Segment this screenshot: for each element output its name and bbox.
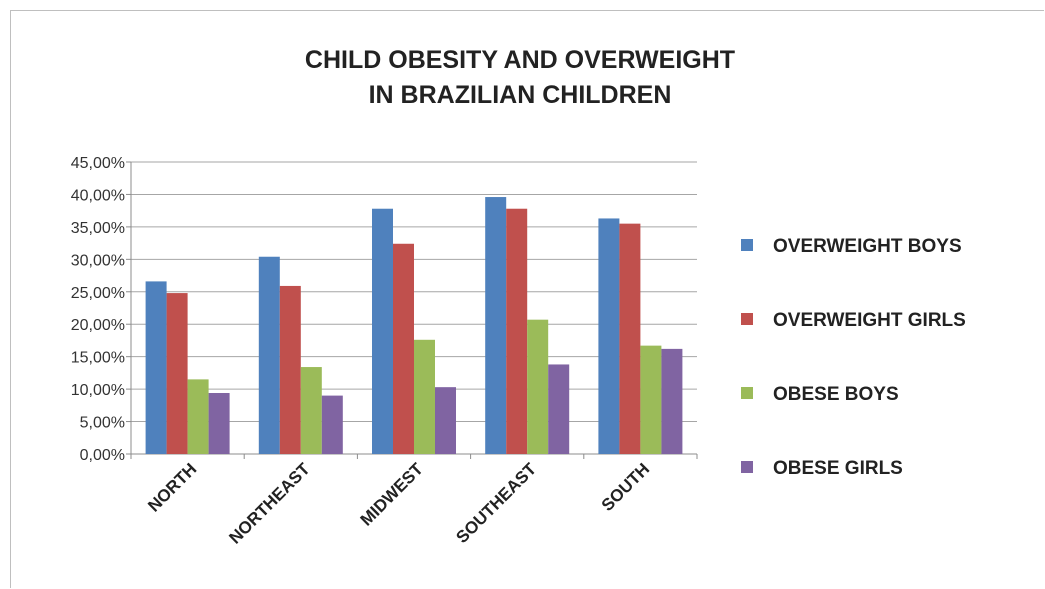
legend-swatch bbox=[741, 313, 753, 325]
bar bbox=[372, 208, 393, 454]
bar bbox=[187, 379, 209, 454]
bar bbox=[598, 218, 620, 454]
legend-label: OBESE GIRLS bbox=[773, 458, 903, 479]
legend-swatch bbox=[741, 387, 753, 399]
y-tick-label: 45,00% bbox=[71, 155, 125, 172]
legend-swatch bbox=[741, 461, 753, 473]
legend-swatch bbox=[741, 239, 753, 251]
y-tick-label: 20,00% bbox=[71, 317, 125, 334]
bar bbox=[548, 364, 570, 454]
chart-frame bbox=[10, 10, 1044, 588]
bar bbox=[300, 367, 322, 454]
y-tick-label: 30,00% bbox=[71, 252, 125, 269]
y-tick-label: 40,00% bbox=[71, 187, 125, 204]
y-tick-label: 5,00% bbox=[80, 415, 125, 432]
chart-title-line-2: IN BRAZILIAN CHILDREN bbox=[369, 81, 672, 109]
legend-label: OVERWEIGHT BOYS bbox=[773, 236, 962, 257]
bar bbox=[527, 319, 549, 454]
bar bbox=[321, 395, 343, 454]
x-category-label: MIDWEST bbox=[357, 459, 428, 530]
chart-title-line-1: CHILD OBESITY AND OVERWEIGHT bbox=[305, 46, 735, 74]
legend-label: OVERWEIGHT GIRLS bbox=[773, 310, 966, 331]
bar bbox=[145, 281, 167, 454]
x-category-label: NORTH bbox=[144, 459, 200, 515]
bar bbox=[435, 387, 456, 454]
y-tick-label: 35,00% bbox=[71, 220, 125, 237]
y-tick-label: 25,00% bbox=[71, 285, 125, 302]
bar bbox=[208, 393, 230, 454]
bar bbox=[619, 223, 641, 454]
bar bbox=[506, 208, 528, 454]
bar bbox=[393, 243, 414, 454]
y-tick-label: 15,00% bbox=[71, 350, 125, 367]
x-category-label: SOUTH bbox=[598, 459, 654, 515]
bar bbox=[279, 285, 301, 454]
chart-title: CHILD OBESITY AND OVERWEIGHT IN BRAZILIA… bbox=[305, 46, 735, 109]
bar bbox=[640, 345, 662, 454]
bar bbox=[661, 348, 683, 454]
x-category-label: SOUTHEAST bbox=[452, 459, 540, 547]
bar bbox=[414, 339, 435, 454]
bar bbox=[166, 293, 188, 454]
x-category-label: NORTHEAST bbox=[225, 459, 314, 548]
bar bbox=[258, 256, 280, 454]
legend-label: OBESE BOYS bbox=[773, 384, 899, 405]
y-tick-label: 10,00% bbox=[71, 382, 125, 399]
y-tick-label: 0,00% bbox=[80, 447, 125, 464]
bar bbox=[485, 197, 507, 455]
